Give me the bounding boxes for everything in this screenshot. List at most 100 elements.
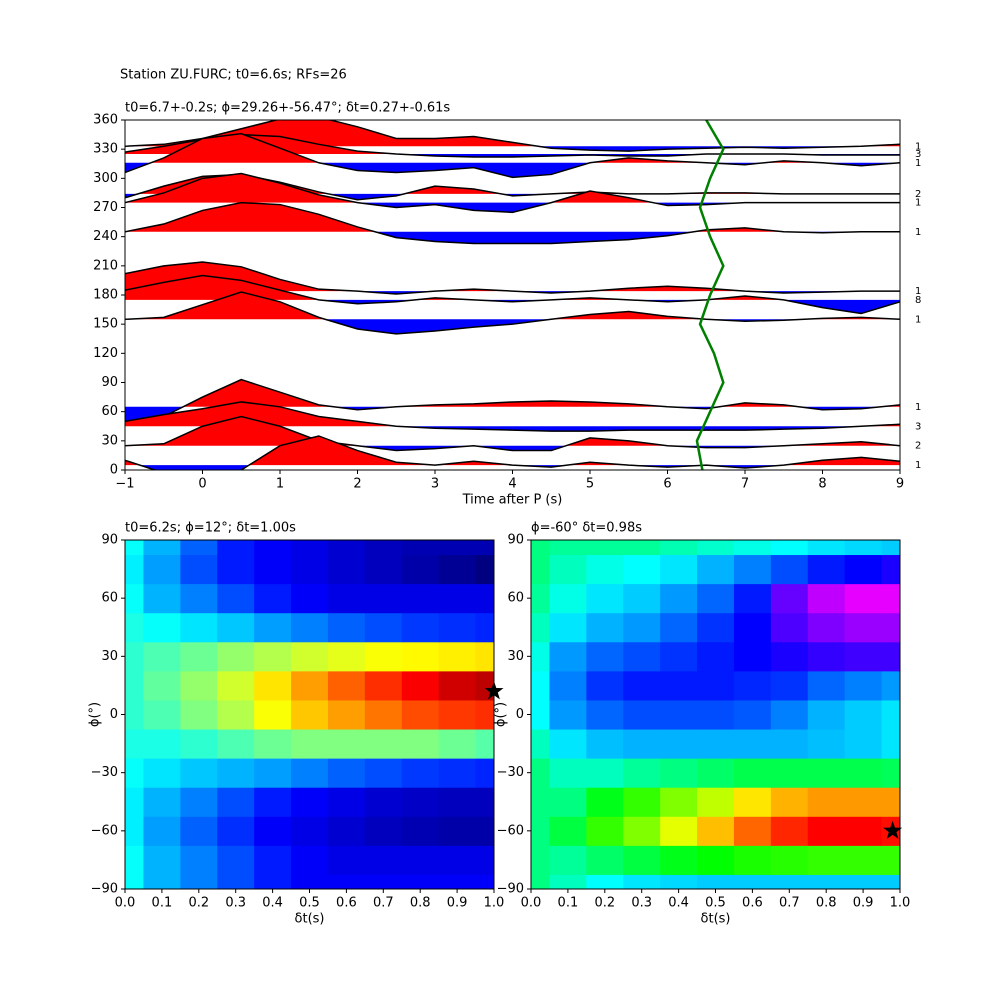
heatmap-cell [401,874,440,889]
heatmap-cell [438,554,477,585]
heatmap-cell [660,758,698,788]
heatmap-cell [549,729,587,759]
trace [125,415,900,452]
heatmap-cell [475,540,494,556]
x-tick-label: 0.5 [299,896,320,911]
heatmap-cell [586,787,624,817]
heatmap-cell [531,816,550,846]
heatmap-cell [180,612,218,643]
negative-fill [125,162,900,178]
heatmap-cell [143,670,181,701]
heatmap-cell [881,729,900,759]
heatmap-cell [125,554,144,585]
heatmap-cell [733,729,772,759]
trace-count: 1 [915,402,921,413]
heatmap-cell [881,758,900,788]
heatmap-cell [401,641,440,672]
y-tick-label: 30 [101,649,118,664]
heatmap-cell [733,787,772,817]
heatmap-cell [401,816,440,846]
trace-count: 1 [915,227,921,238]
heatmap-cell [475,874,494,889]
heatmap-cell [291,670,329,701]
heatmap-cell [623,758,661,788]
heatmap-cell [217,540,255,556]
heatmap-cell [733,612,772,643]
heatmap-cell [770,583,809,614]
heatmap-cell [881,612,900,643]
x-tick-label: 0.4 [262,896,283,911]
trace-count: 2 [915,189,921,200]
trace [125,132,900,179]
y-tick-label: 60 [101,591,118,606]
heatmap-cell [475,816,494,846]
heatmap-cell [180,670,218,701]
heatmap-cell [291,699,329,730]
heatmap-cell [881,670,900,701]
x-tick-label: 0.1 [558,896,579,911]
heatmap-cell [364,729,403,759]
heatmap-cell [549,670,587,701]
heatmap-cell [364,874,403,889]
heatmap-cell [770,641,809,672]
heatmap-cell [217,729,255,759]
y-tick-label: −30 [91,765,118,780]
trace-count: 1 [915,286,921,297]
heatmap-cell [291,554,329,585]
trace-count: 2 [915,441,921,452]
heatmap-cell [586,670,624,701]
x-tick-label: 0.0 [521,896,542,911]
heatmap-cell [733,699,772,730]
heatmap-cell [733,540,772,556]
heatmap-cell [125,641,144,672]
heatmap-cell [475,583,494,614]
heatmap-cell [770,670,809,701]
heatmap-cell [623,540,661,556]
heatmap-cell [770,816,809,846]
heatmap-cell [327,554,366,585]
y-tick-label: 60 [507,591,524,606]
heatmap-cell [143,845,181,875]
heatmap-cell [807,554,846,585]
heatmap-cell [844,540,883,556]
heatmap-cell [697,787,735,817]
heatmap-cell [807,612,846,643]
heatmap-cell [254,612,292,643]
x-tick-label: 8 [818,477,826,492]
positive-fill [125,401,900,427]
heatmap-cell [254,845,292,875]
trace-count: 1 [915,141,921,152]
y-tick-label: 270 [93,200,118,215]
heatmap-cell [401,540,440,556]
heatmap-cell [531,845,550,875]
heatmap-cell [180,787,218,817]
x-tick-label: 0.6 [742,896,763,911]
heatmap-cell [217,874,255,889]
x-tick-label: 0.6 [336,896,357,911]
heatmap-cell [364,612,403,643]
x-tick-label: 1.0 [484,896,505,911]
heatmap-cell [143,554,181,585]
heatmap-cell [770,699,809,730]
heatmap-cell [697,612,735,643]
heatmap-cell [733,874,772,889]
heatmap-cell [623,729,661,759]
y-tick-label: −90 [497,882,524,897]
heatmap-cell [844,787,883,817]
heatmap-cell [143,583,181,614]
heatmap-cell [660,670,698,701]
heatmap-cell [549,583,587,614]
x-tick-label: 4 [508,477,516,492]
heatmap-cell [807,729,846,759]
heatmap-cell [291,540,329,556]
heatmap-cell [180,845,218,875]
heatmap-cell [364,845,403,875]
heatmap-cell [660,641,698,672]
heatmap-cell [586,758,624,788]
x-tick-label: 0.8 [410,896,431,911]
heatmap-cell [327,729,366,759]
trace-count: 3 [915,421,921,432]
heatmap-cell [327,612,366,643]
heatmap-cell [531,554,550,585]
